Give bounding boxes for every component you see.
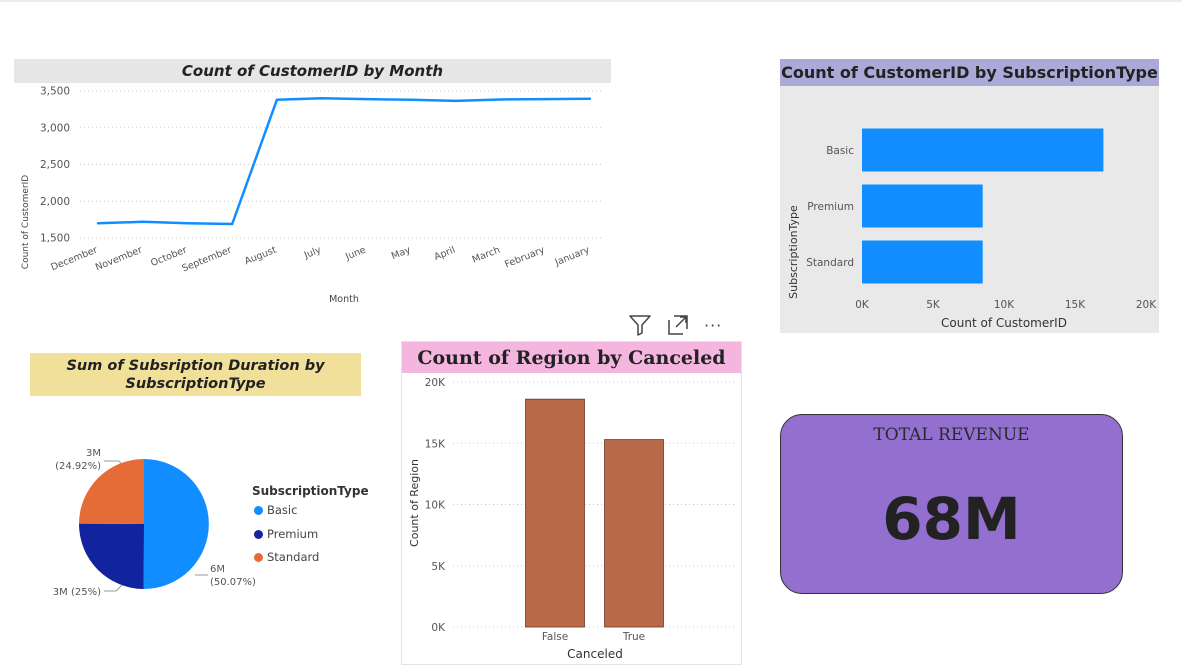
subscription-bar-xtick-label: 0K (855, 299, 870, 311)
line-chart-svg: Count of CustomerID Month 1,500 2,000 2,50… (21, 86, 604, 305)
line-chart-xtick-label: April (433, 245, 457, 263)
region-bar-category-label: True (622, 631, 645, 643)
line-chart-point (499, 98, 502, 101)
pie-slice-basic (143, 459, 209, 590)
line-chart-ytick-label: 3,500 (40, 86, 70, 98)
pie-legend-item-basic[interactable]: Basic (254, 503, 297, 517)
subscription-bar-premium (862, 184, 983, 228)
line-chart-xtick-label: December (49, 245, 99, 274)
legend-dot-basic (254, 505, 263, 515)
pie-legend-label-premium: Premium (267, 527, 319, 541)
region-bar-ytick-label: 15K (425, 438, 446, 450)
line-chart-point (320, 97, 323, 100)
focus-mode-icon[interactable] (666, 314, 690, 336)
line-chart-title: Count of CustomerID by Month (14, 59, 611, 83)
total-revenue-value: 68M (882, 485, 1021, 553)
line-chart-ylabel: Count of CustomerID (21, 175, 31, 269)
line-chart-point (186, 222, 189, 225)
top-border (0, 0, 1182, 2)
pie-label-premium: 3M (25%) (53, 587, 101, 598)
region-bar-ylabel: Count of Region (408, 459, 421, 547)
region-bar-false (525, 398, 585, 628)
line-chart-point (275, 98, 279, 102)
subscription-bar-standard (862, 240, 983, 284)
pie-legend-item-standard[interactable]: Standard (254, 550, 319, 564)
subscription-bar-svg: SubscriptionType Count of CustomerID 0K 5… (787, 128, 1157, 330)
line-chart-xtick-label: August (243, 244, 278, 267)
line-chart-point (96, 222, 100, 225)
more-options-icon[interactable]: ··· (704, 315, 723, 335)
line-chart-ytick-label: 3,000 (40, 122, 70, 134)
duration-pie-title: Sum of Subsription Duration by Subscript… (30, 353, 361, 396)
subscription-bar-xtick-label: 10K (994, 299, 1015, 311)
line-chart-xtick-label: March (471, 245, 502, 266)
line-chart-xtick-label: September (180, 245, 233, 275)
subscription-bar-xlabel: Count of CustomerID (941, 316, 1067, 330)
pie-label-standard-value: 3M (86, 448, 101, 459)
subscription-bar-title: Count of CustomerID by SubscriptionType (780, 59, 1159, 86)
line-chart-point (230, 222, 234, 226)
line-chart-point (544, 97, 547, 101)
line-chart-ytick-label: 1,500 (40, 233, 70, 245)
line-chart-ytick-label: 2,000 (40, 196, 70, 208)
subscription-bar-ylabel: SubscriptionType (787, 205, 800, 299)
pie-legend-label-basic: Basic (267, 503, 298, 517)
pie-label-standard-pct: (24.92%) (55, 461, 101, 472)
legend-dot-standard (254, 552, 263, 562)
legend-dot-premium (254, 529, 263, 539)
subscription-bar-xtick-label: 15K (1065, 299, 1086, 311)
pie-slice-premium (78, 523, 144, 589)
line-chart-xtick-label: January (553, 244, 592, 268)
line-chart-point (588, 97, 592, 100)
region-bar-visual[interactable]: Count of Region by Canceled Count of Reg… (401, 341, 742, 665)
subscription-bar-category-label: Standard (806, 257, 854, 269)
line-chart-xtick-label: June (343, 245, 367, 263)
region-bar-xlabel: Canceled (567, 647, 623, 661)
line-chart-visual[interactable]: Count of CustomerID by Month Count of Cu… (14, 58, 612, 308)
region-bar-ytick-label: 20K (425, 377, 446, 389)
duration-pie-title-line2: SubscriptionType (125, 375, 266, 392)
total-revenue-card[interactable]: TOTAL REVENUE 68M (780, 414, 1123, 594)
region-bar-ytick-label: 10K (425, 500, 446, 512)
pie-legend-title: SubscriptionType (252, 484, 369, 498)
pie-legend-label-standard: Standard (267, 550, 320, 564)
visual-header: ··· (628, 314, 722, 336)
duration-pie-svg: 3M (24.92%) 3M (25%) 6M (50.07%) (53, 448, 256, 598)
line-chart-xtick-label: May (390, 244, 413, 262)
line-chart-series-line (97, 97, 591, 226)
subscription-bar-xtick-label: 20K (1136, 299, 1157, 311)
subscription-bar-basic (862, 128, 1104, 172)
line-chart-point (409, 98, 413, 102)
line-chart-xlabel: Month (329, 294, 359, 305)
line-chart-point (454, 99, 458, 103)
pie-label-basic-pct: (50.07%) (210, 577, 256, 588)
filter-icon[interactable] (628, 314, 652, 336)
line-chart-xtick-label: February (503, 244, 547, 270)
line-chart-ytick-label: 2,500 (40, 159, 70, 171)
pie-leader-premium-2 (115, 583, 124, 592)
region-bar-ytick-label: 0K (431, 622, 446, 634)
region-bar-true (604, 439, 664, 628)
region-bar-category-label: False (542, 631, 568, 643)
line-chart-point (365, 97, 368, 101)
region-bar-svg: Count of Region Canceled 0K 5K 10K 15K 20K Fa… (408, 377, 737, 661)
duration-pie-visual[interactable]: Sum of Subsription Duration by Subscript… (30, 353, 370, 613)
pie-slice-standard (79, 459, 144, 524)
subscription-bar-xtick-label: 5K (926, 299, 941, 311)
subscription-bar-category-label: Basic (826, 145, 854, 157)
line-chart-point (141, 220, 144, 224)
line-chart-xtick-label: November (94, 245, 144, 274)
subscription-bar-category-label: Premium (807, 201, 854, 213)
subscription-bar-visual[interactable]: Count of CustomerID by SubscriptionType … (780, 59, 1159, 333)
line-chart-xtick-label: July (302, 244, 323, 261)
region-bar-ytick-label: 5K (431, 561, 446, 573)
pie-legend-item-premium[interactable]: Premium (254, 527, 318, 541)
pie-label-basic-value: 6M (210, 564, 225, 575)
total-revenue-label: TOTAL REVENUE (873, 425, 1030, 445)
region-bar-title: Count of Region by Canceled (402, 342, 741, 373)
duration-pie-title-line1: Sum of Subsription Duration by (66, 357, 325, 374)
